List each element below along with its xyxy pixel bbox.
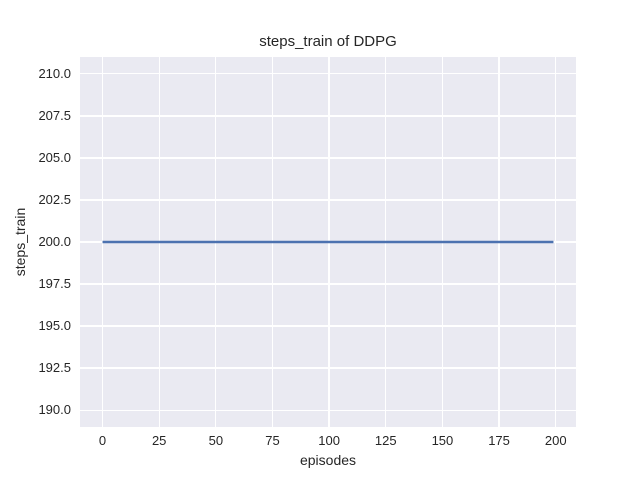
y-gridline <box>80 325 576 327</box>
x-tick-label: 25 <box>151 433 167 448</box>
y-gridline <box>80 367 576 369</box>
y-axis-label: steps_train <box>12 207 28 277</box>
x-tick-label: 150 <box>431 433 454 448</box>
y-tick-label: 207.5 <box>38 107 71 123</box>
y-tick-label: 192.5 <box>38 360 71 376</box>
x-tick-label: 75 <box>265 433 280 448</box>
y-tick-label: 210.0 <box>38 65 71 81</box>
y-tick-label: 195.0 <box>38 318 71 334</box>
x-tick-label: 100 <box>318 433 340 448</box>
x-tick-label: 50 <box>208 433 224 448</box>
y-tick-label: 200.0 <box>38 234 71 249</box>
y-tick-label: 202.5 <box>38 191 71 207</box>
x-axis-label: episodes <box>299 452 357 468</box>
line-plot <box>102 240 554 244</box>
y-tick-label: 197.5 <box>38 276 71 292</box>
y-gridline <box>80 409 576 411</box>
x-tick-label: 200 <box>544 433 567 448</box>
x-tick-label: 125 <box>374 433 397 448</box>
y-gridline <box>80 115 576 117</box>
y-tick-label: 190.0 <box>38 402 71 418</box>
plot-area <box>80 57 576 427</box>
chart-title: steps_train of DDPG <box>259 33 397 50</box>
y-gridline <box>80 73 576 75</box>
y-gridline <box>80 157 576 159</box>
y-tick-label: 205.0 <box>38 149 71 165</box>
y-gridline <box>80 199 576 201</box>
x-tick-label: 0 <box>98 433 107 448</box>
y-gridline <box>80 283 576 285</box>
x-tick-label: 175 <box>488 433 510 448</box>
